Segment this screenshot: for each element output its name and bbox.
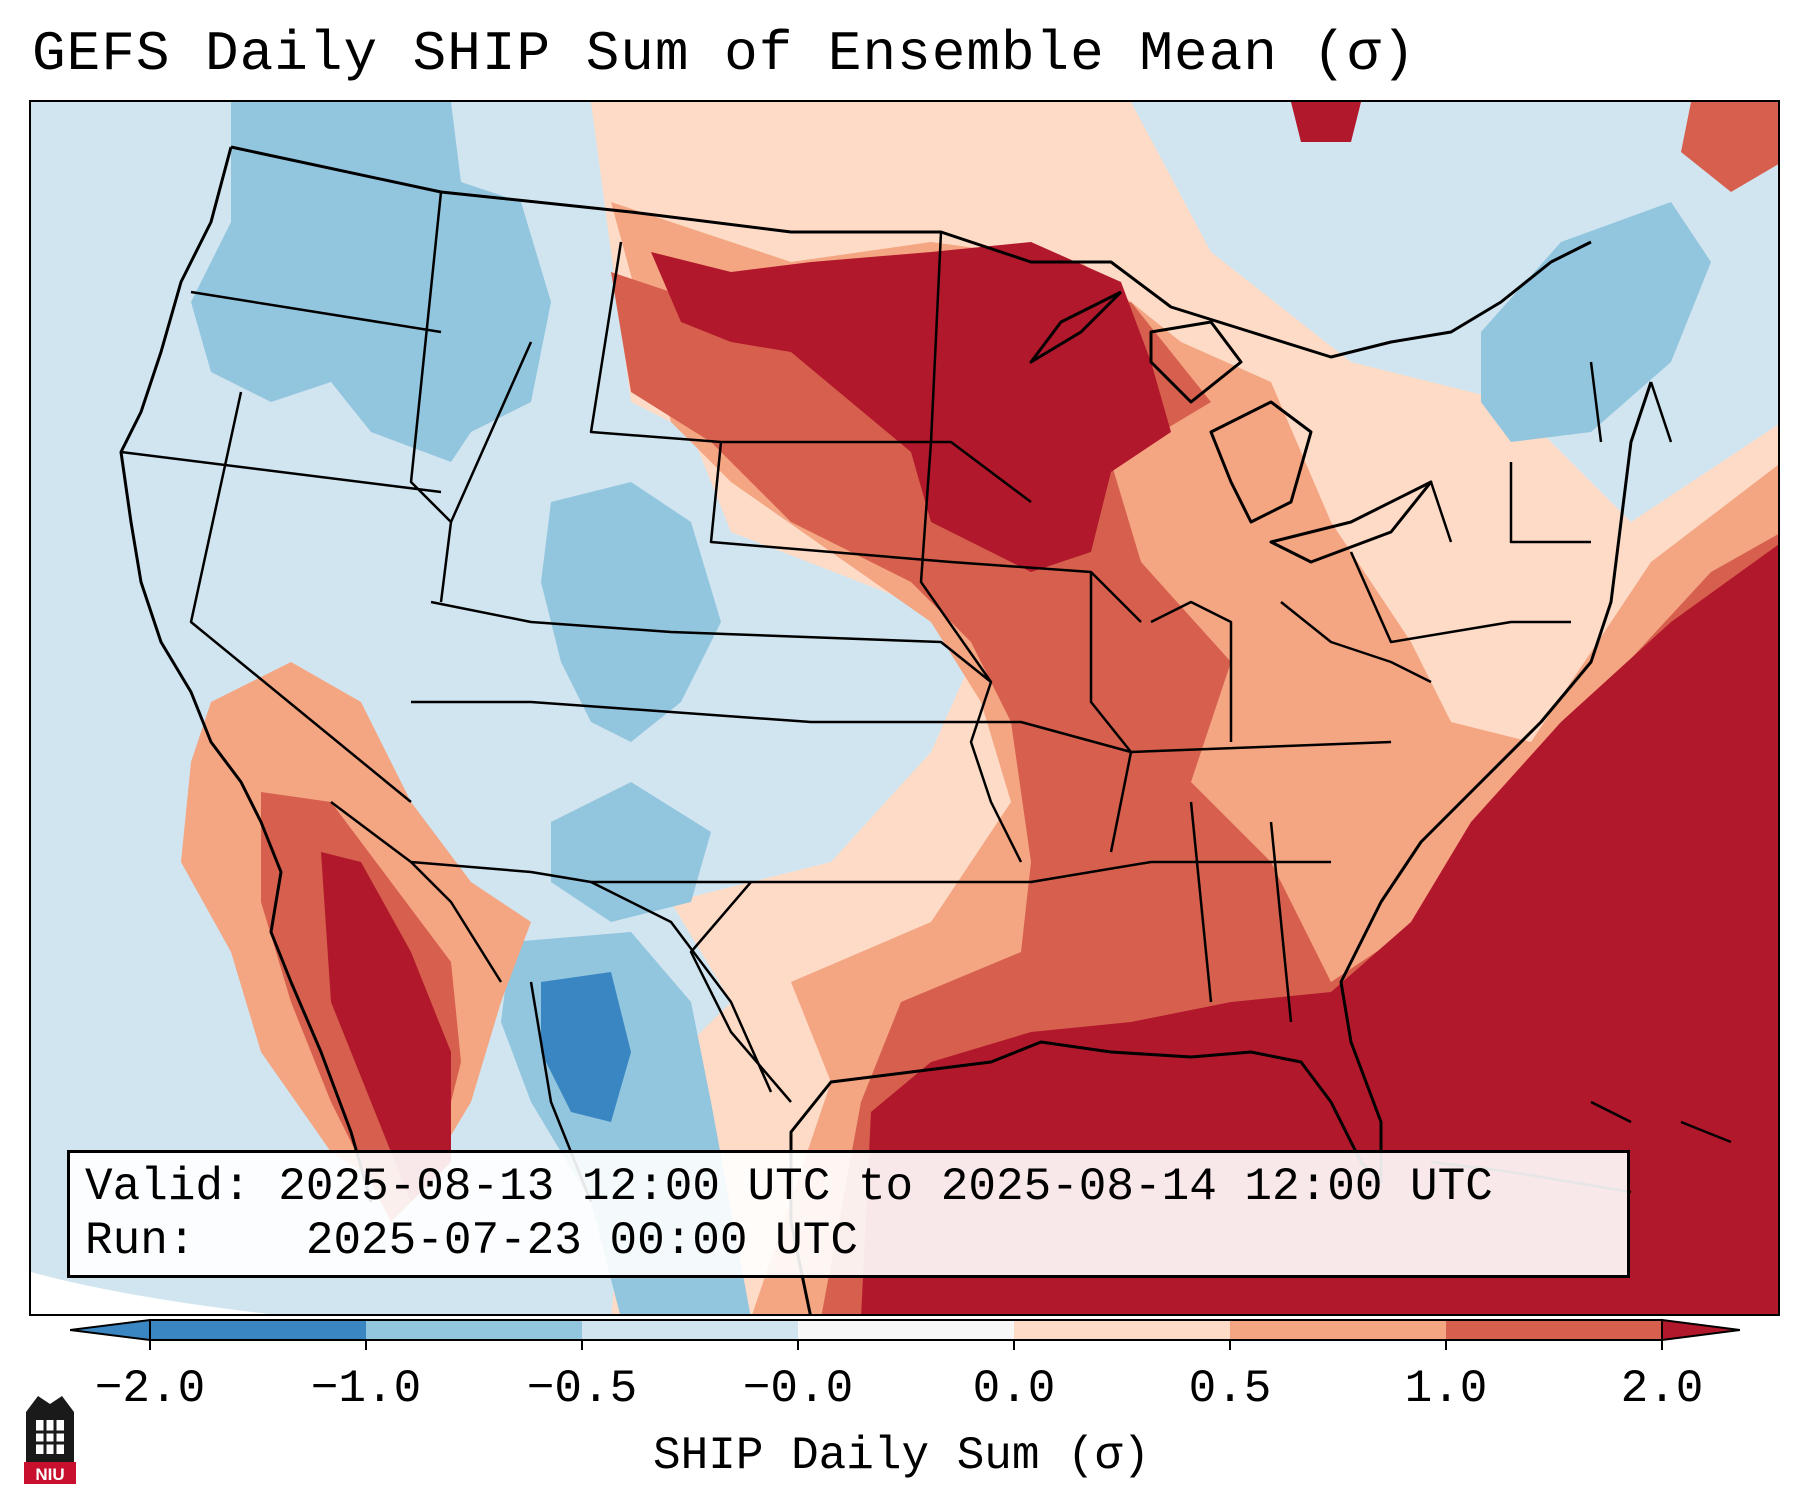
colorbar-tick-label: −2.0 [94,1363,206,1415]
valid-value: 2025-08-13 12:00 UTC to 2025-08-14 12:00… [278,1161,1493,1213]
colorbar-extend-high [1661,1318,1740,1342]
run-value: 2025-07-23 00:00 UTC [305,1215,858,1267]
anomaly-region-extreme-gulf [861,544,1778,1314]
coastline-west [119,146,373,1203]
niu-logo-icon: NIU [24,1396,76,1484]
logo-window [36,1420,64,1454]
anomaly-region-cool-northwest [191,102,551,462]
logo-banner [24,1462,76,1484]
anomaly-region-extreme-baja [321,852,451,1202]
colorbar [70,1318,1740,1350]
colorbar-tick-label: −0.0 [742,1363,854,1415]
anomaly-region-extreme-north [651,242,1171,572]
border-canada-us [230,145,1592,359]
colorbar-bin-2 [366,1320,582,1340]
colorbar-bin-4 [798,1320,1014,1340]
state-lines [120,191,1673,1103]
colorbar-outline [149,1319,1663,1341]
logo-window-grid [36,1420,64,1454]
colorbar-tick-label: 0.0 [972,1363,1056,1415]
anomaly-patch-hudson [1291,102,1361,142]
ship-anomaly-map [31,102,1778,1314]
colorbar-bin-1 [150,1320,366,1340]
run-line: Run: 2025-07-23 00:00 UTC [85,1214,1627,1268]
colorbar-bin-7 [1446,1320,1662,1340]
valid-label: Valid: [85,1161,251,1213]
anomaly-region-cool-northeast [1481,202,1711,442]
colorbar-tick-label: 1.0 [1404,1363,1488,1415]
colorbar-extend-low [70,1318,151,1342]
colorbar-bin-3 [582,1320,798,1340]
great-lakes [1029,290,1433,564]
valid-run-info-box: Valid: 2025-08-13 12:00 UTC to 2025-08-1… [67,1150,1630,1278]
colorbar-tick-label: 0.5 [1188,1363,1272,1415]
colorbar-bin-6 [1230,1320,1446,1340]
run-label: Run: [85,1215,196,1267]
anomaly-patch-maritimes [1681,102,1778,192]
colorbar-tick-label: 2.0 [1620,1363,1704,1415]
colorbar-ticks [149,1340,1663,1350]
colorbar-bin-5 [1014,1320,1230,1340]
valid-line: Valid: 2025-08-13 12:00 UTC to 2025-08-1… [85,1160,1627,1214]
colorbar-tick-label: −1.0 [310,1363,422,1415]
colorbar-label: SHIP Daily Sum (σ) [653,1430,1150,1482]
map-panel[interactable] [29,100,1780,1316]
chart-title: GEFS Daily SHIP Sum of Ensemble Mean (σ) [32,22,1417,86]
anomaly-region-cool-southwest [551,782,711,922]
colorbar-tick-label: −0.5 [526,1363,638,1415]
logo-text: NIU [35,1465,64,1484]
anomaly-region-cool-rockies [541,482,721,742]
anomaly-region-cooler-mexico [541,972,631,1122]
